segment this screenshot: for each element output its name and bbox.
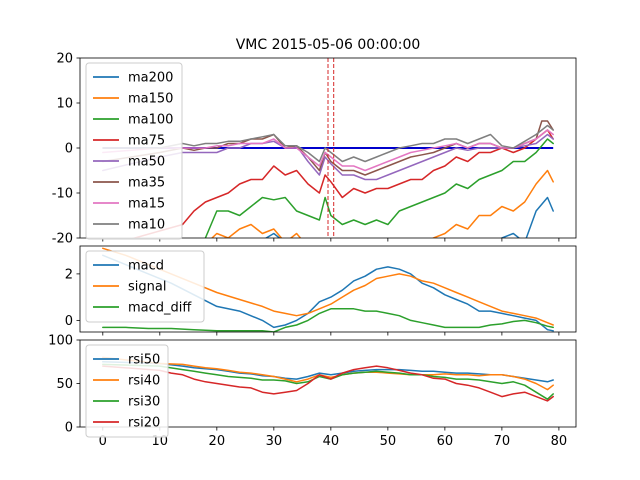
panel-ma: -20-1001020ma200ma150ma100ma75ma50ma35ma…: [52, 52, 577, 247]
legend-label-signal: signal: [128, 280, 166, 295]
x-tick-label: 30: [266, 434, 283, 449]
legend-label-rsi30: rsi30: [128, 395, 160, 410]
series-line-macd: [102, 254, 554, 332]
legend-label-macd: macd: [128, 259, 164, 274]
axis-frame-macd: [79, 245, 577, 333]
legend-label-ma200: ma200: [128, 71, 173, 86]
x-tick-label: 20: [209, 434, 226, 449]
y-tick-label: 0: [65, 142, 73, 157]
y-tick-label: -10: [52, 187, 73, 202]
x-tick-label: 10: [152, 434, 169, 449]
plot-area: [102, 58, 554, 238]
y-tick-label: 0: [65, 421, 73, 436]
series-line-ma150: [210, 169, 554, 238]
y-tick-label: -20: [52, 232, 73, 247]
panels: -20-1001020ma200ma150ma100ma75ma50ma35ma…: [48, 52, 577, 449]
legend-label-ma50: ma50: [128, 155, 165, 170]
x-tick-label: 50: [380, 434, 397, 449]
x-tick-label: 80: [551, 434, 568, 449]
series-line-macd_diff: [102, 308, 554, 332]
series-line-ma100: [204, 138, 554, 238]
chart-title: VMC 2015-05-06 00:00:00: [236, 37, 421, 53]
legend-label-ma15: ma15: [128, 197, 165, 212]
series-line-signal: [102, 247, 554, 326]
plot-area: [102, 356, 554, 402]
series-line-rsi20: [102, 365, 554, 402]
y-tick-label: 20: [56, 52, 73, 67]
legend-macd: macd signal macd_diff: [85, 250, 205, 323]
legend-box: [85, 250, 205, 323]
series-line-ma50: [102, 133, 554, 181]
legend-label-ma100: ma100: [128, 113, 173, 128]
legend-label-macd_diff: macd_diff: [128, 301, 192, 316]
legend-ma: ma200 ma150 ma100 ma75 ma50 ma35 ma15 ma10: [85, 62, 183, 240]
panel-macd: 0 2 macd signal macd_diff: [65, 245, 577, 336]
y-tick-label: 2: [65, 267, 73, 282]
series-line-ma200: [264, 196, 554, 238]
y-tick-label: 0: [65, 314, 73, 329]
legend-label-ma150: ma150: [128, 92, 173, 107]
x-tick-label: 40: [323, 434, 340, 449]
y-tick-label: 100: [48, 334, 73, 349]
legend-label-ma10: ma10: [128, 218, 165, 233]
series-line-ma75: [131, 129, 554, 238]
series-line-rsi30: [102, 363, 554, 400]
plot-area: [102, 247, 554, 332]
legend-label-rsi20: rsi20: [128, 416, 160, 431]
y-tick-label: 50: [56, 377, 73, 392]
legend-rsi: rsi50 rsi40 rsi30 rsi20: [85, 344, 169, 438]
legend-box: [85, 344, 169, 438]
x-tick-label: 70: [494, 434, 511, 449]
legend-label-rsi50: rsi50: [128, 353, 160, 368]
legend-label-ma75: ma75: [128, 134, 165, 149]
legend-box: [85, 62, 183, 240]
series-line-ma15: [102, 129, 554, 172]
legend-label-rsi40: rsi40: [128, 374, 160, 389]
legend-label-ma35: ma35: [128, 176, 165, 191]
y-tick-label: 10: [56, 97, 73, 112]
x-tick-label: 0: [99, 434, 107, 449]
series-line-ma10: [102, 124, 554, 163]
x-tick-label: 60: [437, 434, 454, 449]
